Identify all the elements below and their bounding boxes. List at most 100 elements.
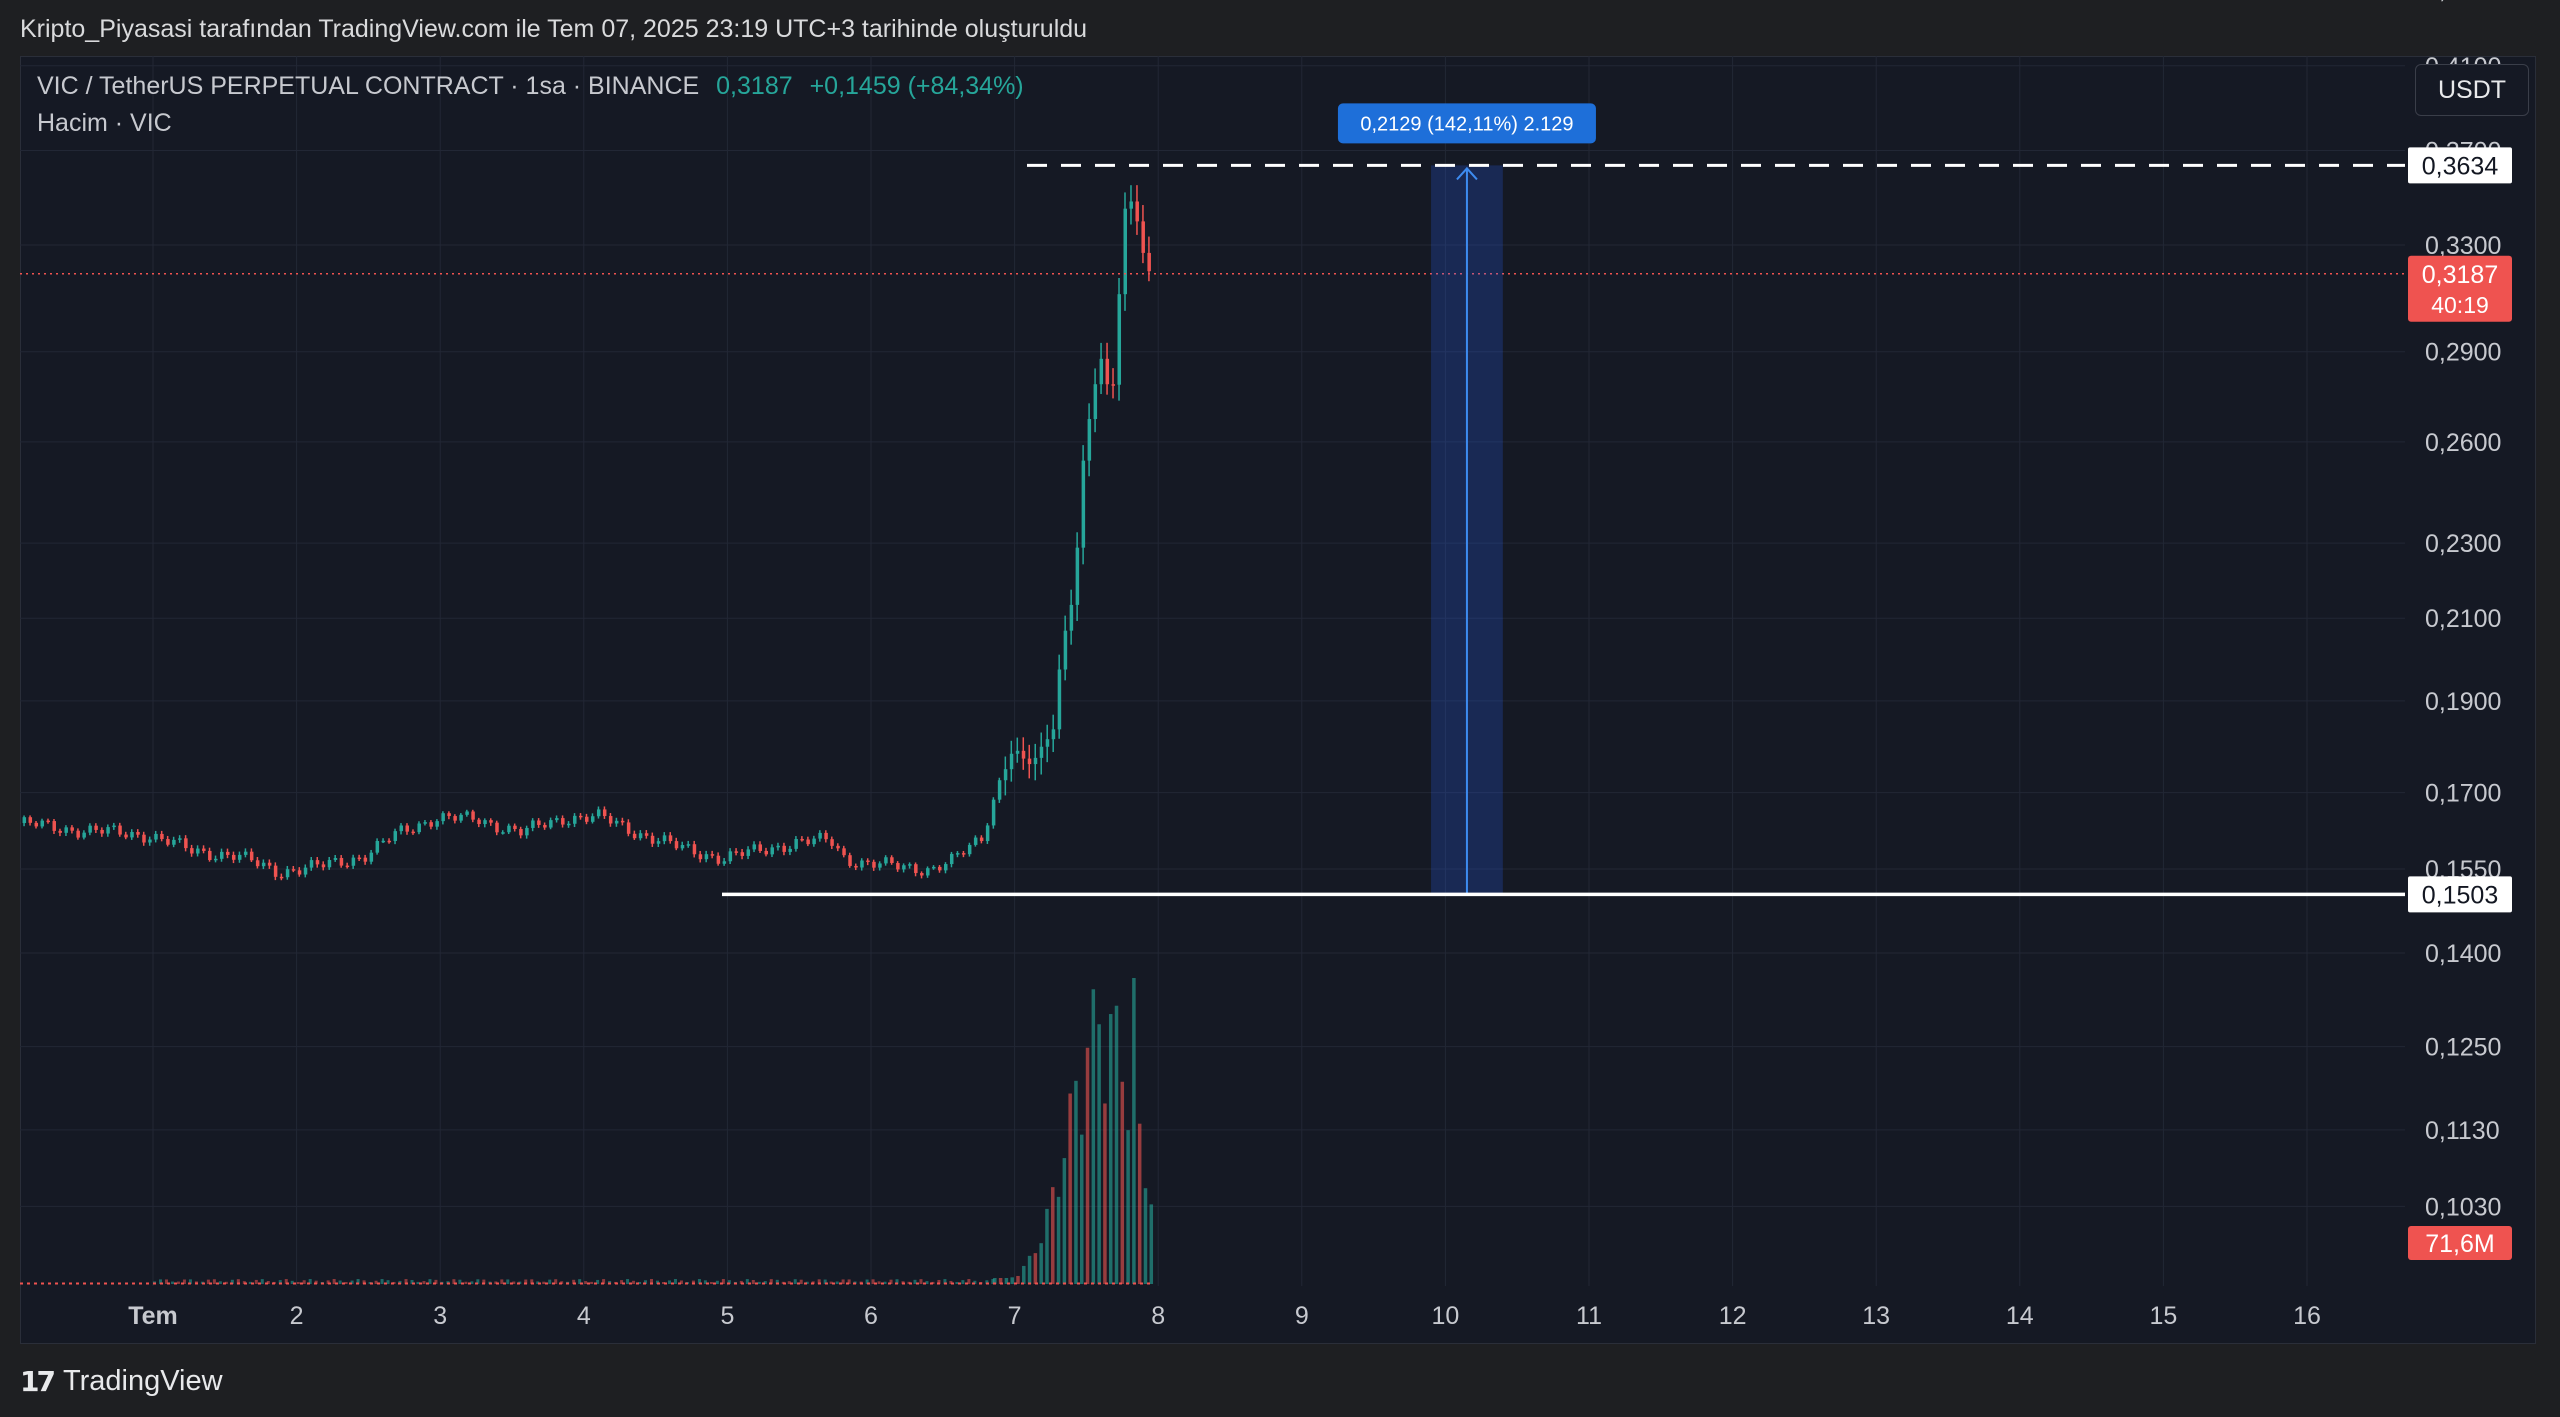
volume-bar <box>314 1280 318 1284</box>
candle-body <box>333 857 338 860</box>
volume-bar <box>763 1281 767 1284</box>
volume-bar <box>158 1279 162 1284</box>
volume-bar <box>656 1280 660 1284</box>
chart-frame[interactable] <box>20 56 2536 1344</box>
candle-body <box>1027 758 1032 765</box>
candle-body <box>878 863 882 868</box>
candle-body <box>638 833 643 839</box>
candle-body <box>94 825 98 830</box>
y-tick-label: 0,2600 <box>2425 429 2501 457</box>
volume-bar <box>1039 1243 1043 1284</box>
candle-body <box>752 844 757 850</box>
volume-bar <box>362 1280 366 1284</box>
candle-body <box>1147 252 1151 272</box>
volume-bar <box>817 1279 821 1284</box>
volume-bar <box>512 1281 516 1284</box>
volume-bar <box>835 1281 839 1284</box>
candle-body <box>28 817 33 823</box>
x-tick-label: 16 <box>2293 1302 2321 1330</box>
candle-body <box>973 837 978 845</box>
volume-bar <box>602 1279 606 1284</box>
candle-body <box>967 844 972 855</box>
volume-bar <box>632 1280 636 1284</box>
candle-body <box>82 832 86 838</box>
volume-bar <box>482 1279 486 1284</box>
candle-body <box>890 857 894 864</box>
candle-body <box>590 816 595 822</box>
symbol-legend[interactable]: VIC / TetherUS PERPETUAL CONTRACT · 1sa … <box>37 72 1024 101</box>
candle-body <box>273 865 278 877</box>
candle-body <box>435 821 439 827</box>
volume-bar <box>332 1279 336 1284</box>
candle-body <box>537 820 541 825</box>
candle-body <box>351 857 356 866</box>
candle-body <box>375 840 380 853</box>
symbol-name[interactable]: VIC / TetherUS PERPETUAL CONTRACT · 1sa … <box>37 72 700 100</box>
candle-body <box>58 830 62 833</box>
candle-body <box>782 845 786 852</box>
volume-bar <box>961 1280 965 1284</box>
candle-body <box>327 859 332 868</box>
volume-bar <box>793 1279 797 1284</box>
volume-bar <box>1126 1130 1130 1284</box>
candle-body <box>938 866 942 871</box>
currency-unit-button[interactable]: USDT <box>2415 64 2529 116</box>
candle-body <box>231 854 236 860</box>
candle-body <box>608 816 613 824</box>
volume-bar <box>398 1280 402 1284</box>
volume-bar <box>218 1281 222 1284</box>
candle-body <box>495 822 499 833</box>
candle-body <box>686 844 691 846</box>
candle-body <box>788 848 792 852</box>
candle-body <box>309 860 314 868</box>
candle-body <box>806 839 810 845</box>
candle-body <box>985 825 990 842</box>
volume-bar <box>284 1279 288 1284</box>
volume-bar <box>248 1281 252 1284</box>
candle-body <box>997 780 1002 800</box>
candles <box>20 185 1151 881</box>
candle-body <box>381 840 386 843</box>
candle-body <box>321 864 326 868</box>
candle-body <box>692 844 697 855</box>
tradingview-brand-text: TradingView <box>62 1364 223 1397</box>
candle-body <box>22 817 27 824</box>
volume-bar <box>1033 1253 1038 1284</box>
candle-body <box>88 825 92 833</box>
candle-body <box>866 860 870 863</box>
volume-bar <box>745 1279 749 1284</box>
volume-bar <box>1120 1081 1125 1284</box>
x-tick-label: 14 <box>2006 1302 2034 1330</box>
candle-body <box>955 853 960 855</box>
volume-bar <box>1004 1278 1009 1284</box>
candle-body <box>680 844 685 849</box>
x-tick-label: 12 <box>1719 1302 1747 1330</box>
candle-body <box>124 834 128 838</box>
candle-body <box>471 811 475 820</box>
volume-bar <box>889 1279 893 1284</box>
last-price-badge: 0,3187 <box>2422 261 2498 289</box>
volume-bar <box>1137 1123 1142 1284</box>
volume-bar <box>596 1279 600 1284</box>
candle-body <box>261 862 266 867</box>
volume-bar <box>548 1279 552 1284</box>
volume-bar <box>224 1281 228 1284</box>
tradingview-logo[interactable]: 17 TradingView <box>20 1363 223 1399</box>
candle-body <box>52 821 56 831</box>
candle-body <box>369 852 374 862</box>
volume-bar <box>536 1281 540 1284</box>
candle-body <box>70 827 74 831</box>
high-price-badge-box <box>2408 147 2512 184</box>
volume-bar <box>422 1281 426 1284</box>
candle-body <box>255 860 260 867</box>
y-tick-label: 0,2900 <box>2425 339 2501 367</box>
candle-body <box>1123 208 1127 295</box>
candle-body <box>417 823 421 833</box>
x-tick-label: 6 <box>864 1302 878 1330</box>
volume-bar <box>985 1280 989 1284</box>
candle-body <box>674 841 679 849</box>
candle-body <box>429 822 433 827</box>
volume-legend[interactable]: Hacim · VIC <box>37 109 172 137</box>
volume-bar <box>464 1281 468 1284</box>
